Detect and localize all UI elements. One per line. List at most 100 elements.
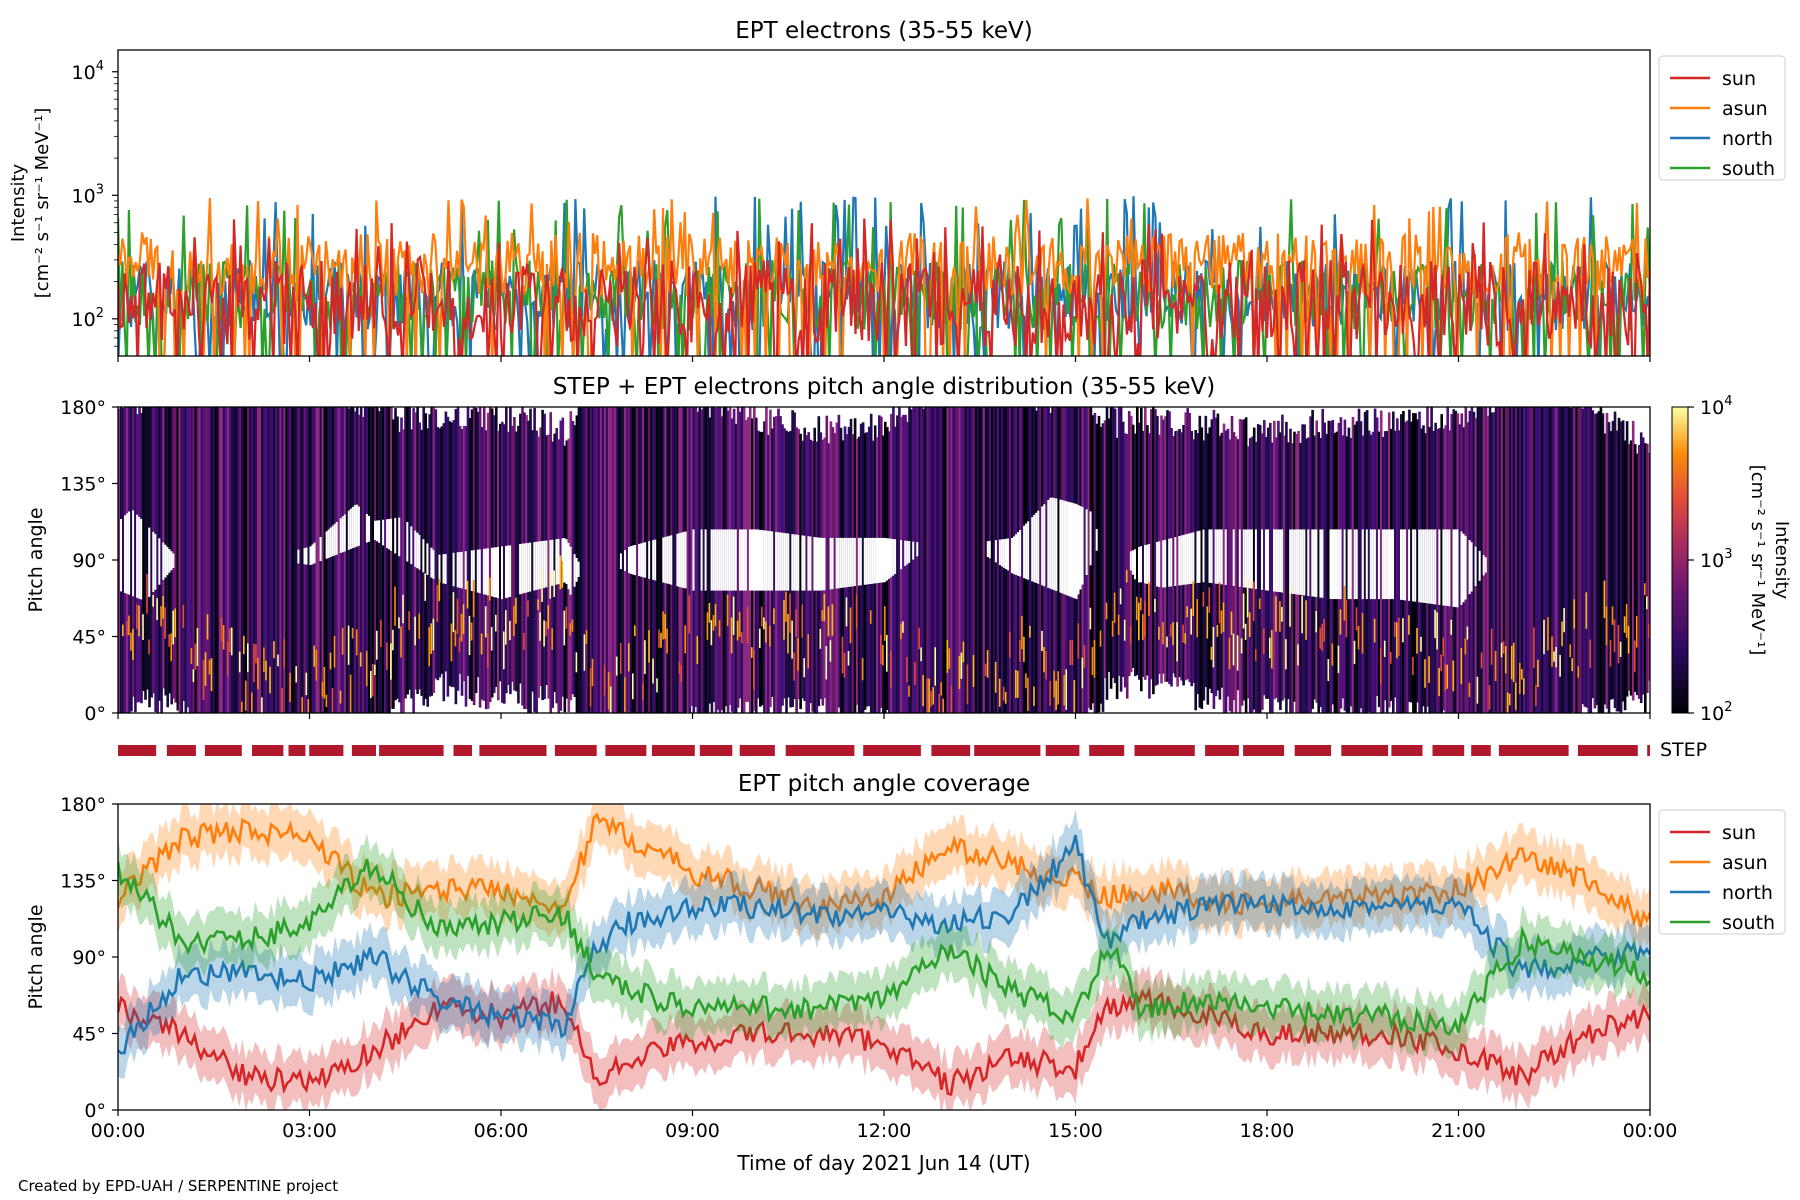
heatmap-column [595,407,599,713]
heatmap-column [134,407,137,713]
heatmap-gap [1011,538,1014,574]
heatmap-column [1410,421,1413,703]
heatmap-gap [894,539,897,574]
heatmap-highlight [394,586,396,626]
y-tick-label: 102 [72,306,104,331]
heatmap-column [1436,428,1439,713]
heatmap-gap [430,547,434,578]
heatmap-gap [1168,538,1171,587]
heatmap-highlight [490,627,493,651]
heatmap-highlight [1148,581,1150,616]
heatmap-column [916,407,919,713]
heatmap-column [247,407,250,713]
band-sun [118,965,1650,1110]
heatmap-highlight [1218,582,1221,624]
heatmap-gap [819,537,823,591]
heatmap-gap [418,534,422,570]
heatmap-gap [1444,529,1448,606]
heatmap-highlight [513,605,515,636]
heatmap-column [1646,443,1649,693]
heatmap-gap [1067,501,1071,596]
heatmap-gap [1377,529,1381,600]
heatmap-highlight [908,685,910,697]
heatmap-highlight [460,614,463,642]
heatmap-highlight [222,625,225,650]
heatmap-highlight [732,596,735,635]
heatmap-column [241,407,244,713]
heatmap-gap [1371,529,1375,600]
heatmap-highlight [1390,652,1392,664]
heatmap-highlight [323,667,326,699]
heatmap-gap [406,522,409,562]
heatmap-gap [716,529,720,591]
heatmap-column [1105,407,1109,700]
heatmap-highlight [138,605,140,637]
heatmap-column [1633,444,1637,692]
heatmap-gap [1414,529,1417,602]
heatmap-column [948,407,952,713]
x-tick-label: 15:00 [1048,1120,1103,1142]
heatmap-column [273,407,276,713]
heatmap-column [386,407,389,713]
heatmap-gap [1387,529,1391,600]
heatmap-column [1488,407,1492,713]
heatmap-column [674,407,678,713]
y-tick-label: 45° [72,1024,106,1046]
heatmap-column [1115,437,1119,699]
heatmap-highlight [226,641,229,676]
heatmap-column [660,407,663,713]
heatmap-gap [1085,509,1089,575]
heatmap-gap [486,548,490,596]
heatmap-highlight [1027,677,1029,711]
heatmap-highlight [220,617,223,642]
legend-label-south: south [1722,912,1775,934]
heatmap-gap [775,531,778,591]
heatmap-gap [349,508,353,549]
heatmap-gap [751,529,754,591]
heatmap-highlight [315,649,318,681]
heatmap-column [1095,423,1099,713]
heatmap-column [1543,407,1546,713]
heatmap-gap [1190,532,1194,584]
heatmap-highlight [1547,617,1549,651]
heatmap-gap [781,532,784,591]
heatmap-column [321,407,325,713]
heatmap-gap [892,539,895,576]
heatmap-highlight [589,668,592,707]
heatmap-highlight [238,651,241,673]
heatmap-highlight [1339,609,1342,635]
heatmap-column [694,407,698,707]
heatmap-highlight [414,616,416,646]
colorbar-tick-label: 103 [1700,547,1732,572]
heatmap-gap [1220,529,1224,585]
heatmap-gap [1041,506,1044,586]
heatmap-column [1363,411,1367,713]
heatmap-column [1569,408,1573,713]
heatmap-column [1039,407,1042,713]
heatmap-highlight [1577,666,1580,678]
heatmap-column [1523,407,1526,713]
heatmap-gap [835,537,839,589]
legend-label-sun: sun [1722,68,1756,90]
heatmap-highlight [624,677,626,712]
heatmap-gap [847,537,851,587]
y-tick-label: 103 [72,182,104,207]
heatmap-highlight [438,578,441,602]
heatmap-column [251,407,254,713]
heatmap-gap [1265,529,1268,591]
heatmap-highlight [759,628,761,648]
heatmap-highlight [503,631,505,670]
heatmap-gap [482,548,486,595]
heatmap-gap [1478,550,1482,581]
heatmap-column [1541,407,1544,713]
heatmap-column [928,407,931,713]
heatmap-column [581,407,585,713]
heatmap-highlight [1212,626,1215,668]
heatmap-column [1379,410,1383,713]
heatmap-column [912,407,915,713]
heatmap-column [1317,432,1321,713]
heatmap-gap [374,520,377,540]
heatmap-highlight [652,658,654,684]
heatmap-column [1228,439,1232,712]
heatmap-column [339,407,343,713]
